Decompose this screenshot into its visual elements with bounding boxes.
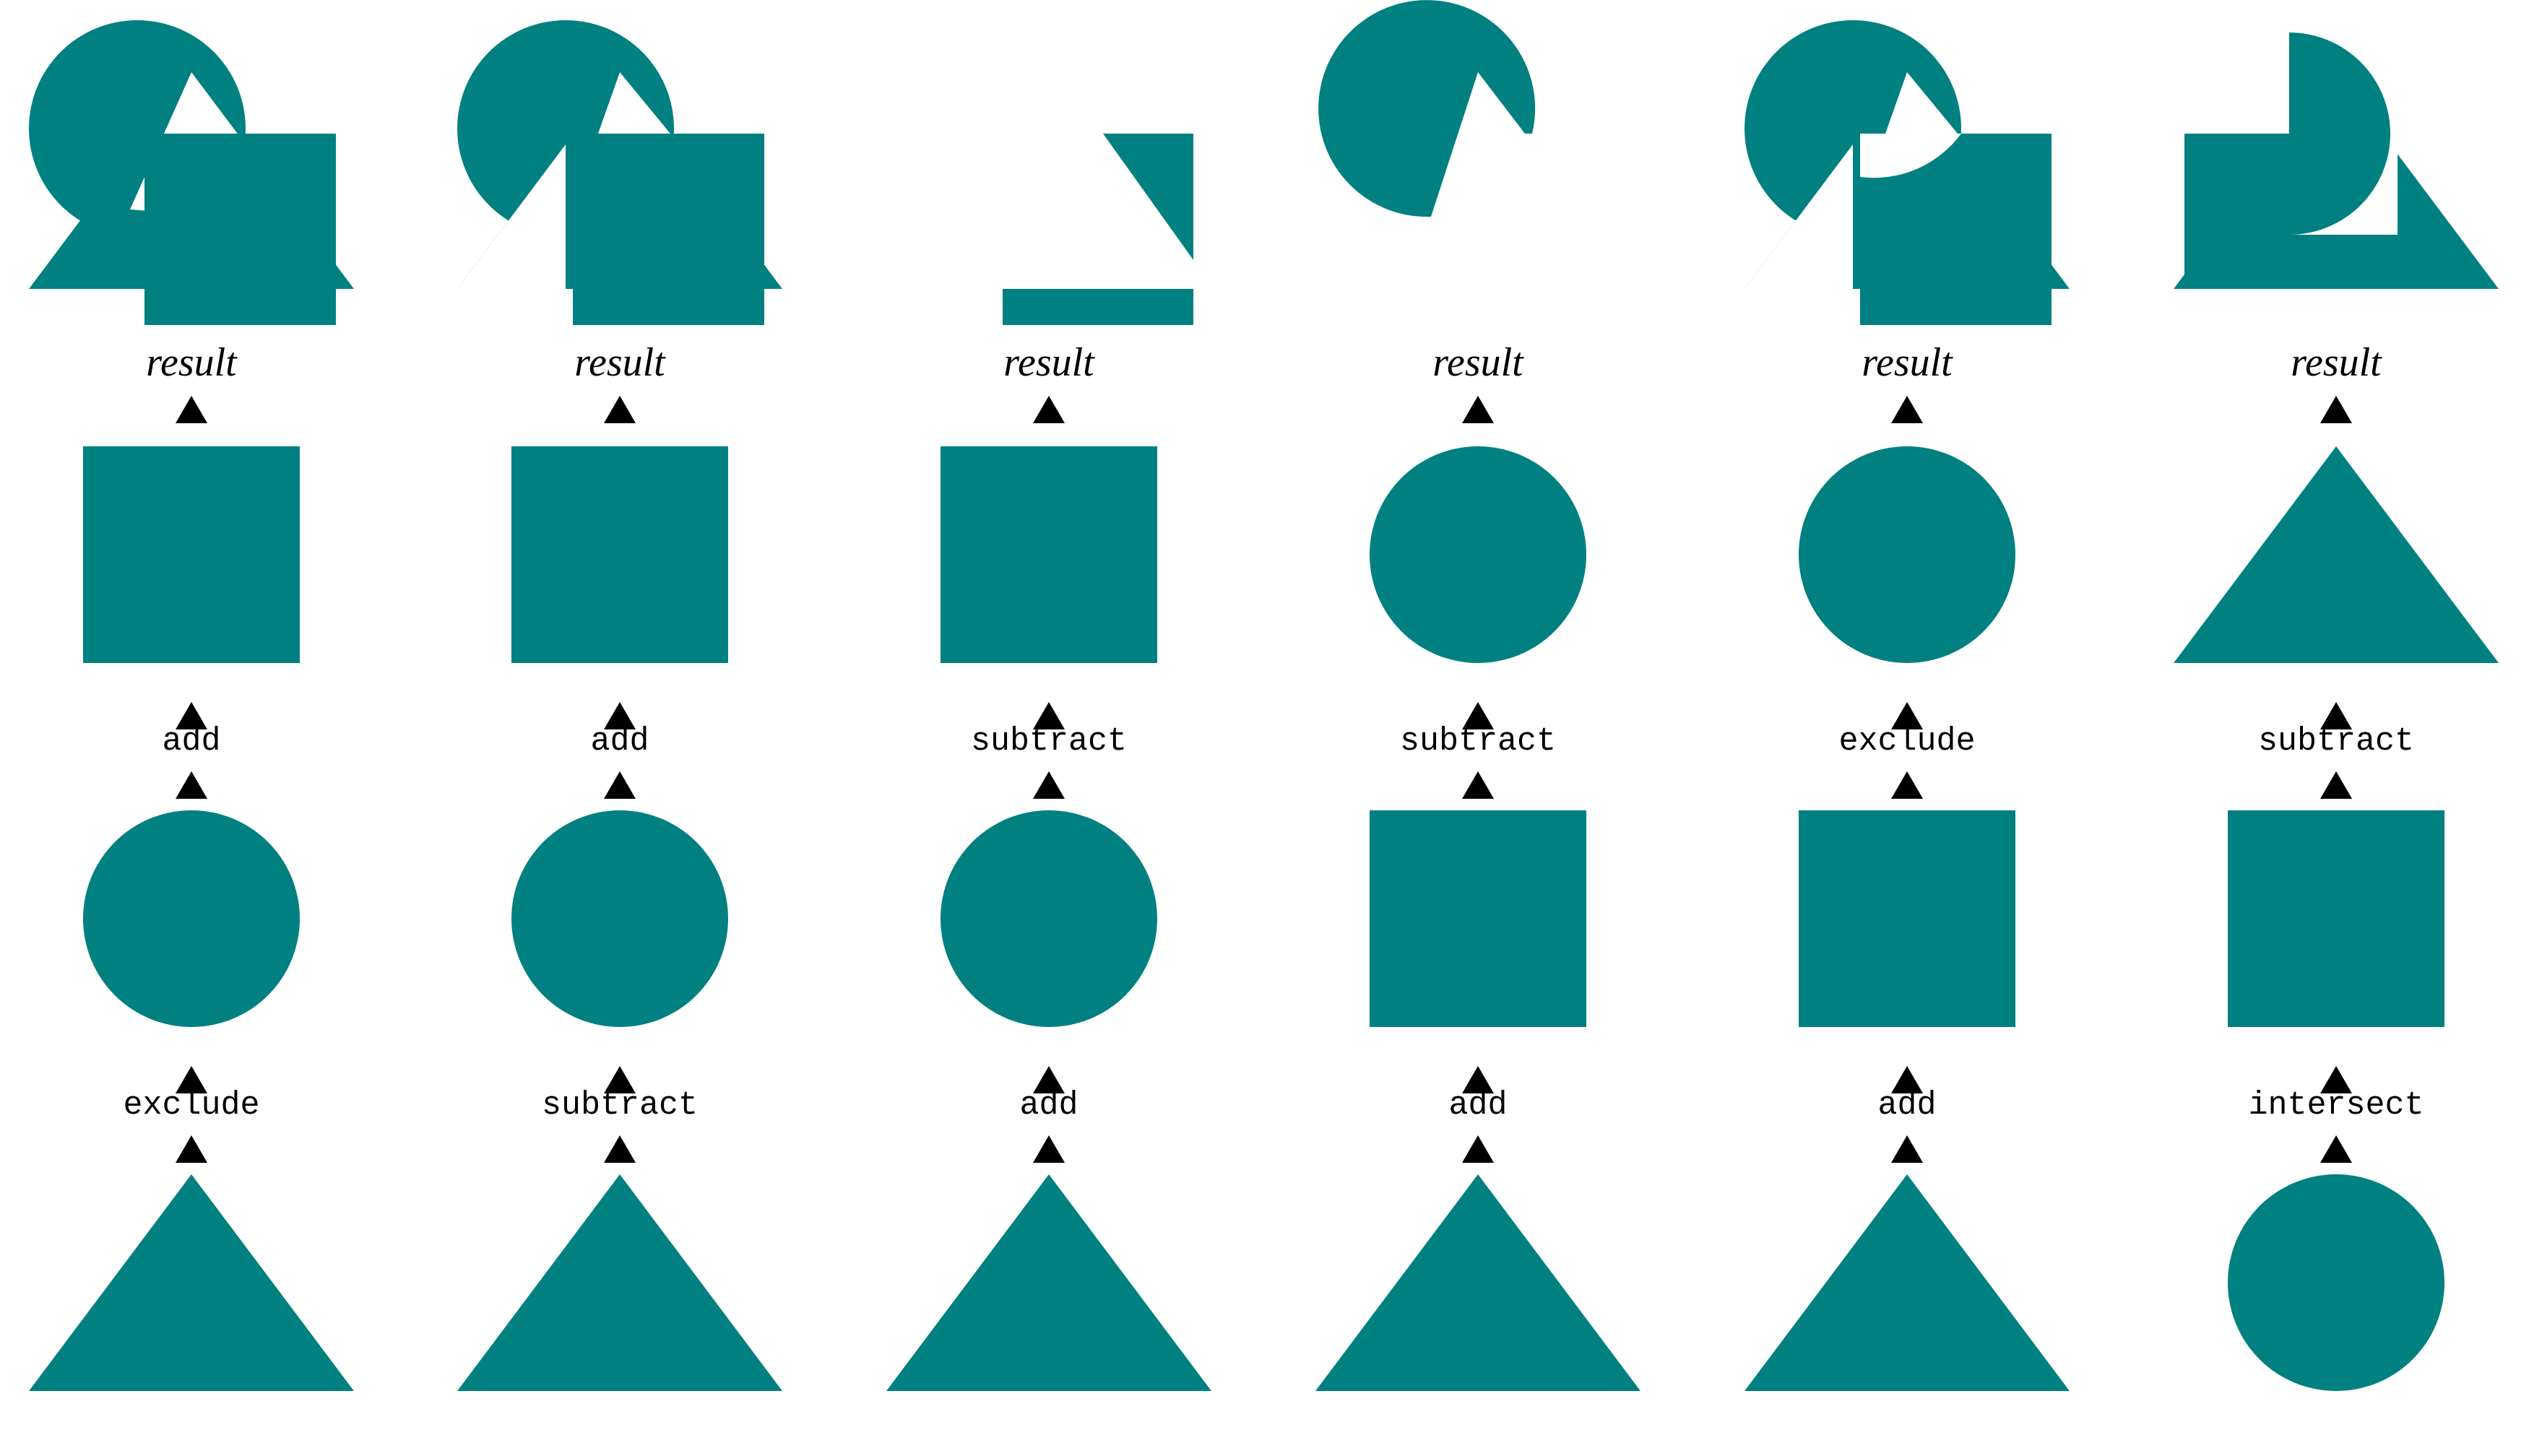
arrow-up-icon [1891, 771, 1923, 799]
bottom-triangle-shape [1745, 1174, 2070, 1391]
arrow-up-icon [176, 771, 207, 799]
operation-column [886, 446, 1211, 1391]
bottom-circle-shape [2228, 1174, 2444, 1391]
result-shape [457, 20, 782, 325]
result-shape [1745, 20, 2070, 325]
top-triangle-shape [2174, 446, 2499, 663]
arrow-up-icon [1462, 702, 1494, 729]
bottom-triangle-shape [457, 1174, 782, 1391]
operation-column [29, 446, 354, 1391]
result-label: result [1432, 340, 1524, 385]
top-square-shape [511, 446, 728, 663]
arrow-up-icon [1033, 702, 1065, 729]
middle-circle-shape [511, 810, 728, 1027]
bottom-triangle-shape [29, 1174, 354, 1391]
arrow-up-icon [2320, 1066, 2352, 1093]
arrow-up-icon [176, 396, 207, 423]
arrow-up-icon [1462, 1066, 1494, 1093]
middle-square-shape [1370, 810, 1586, 1027]
bottom-triangle-shape [1315, 1174, 1640, 1391]
operation-column [1315, 446, 1640, 1391]
arrow-up-icon [1033, 1066, 1065, 1093]
middle-circle-shape [83, 810, 300, 1027]
top-circle-shape [1799, 446, 2015, 663]
result-label: result [2291, 340, 2382, 385]
arrow-up-icon [604, 702, 636, 729]
result-label: result [1003, 340, 1095, 385]
operation-column [1745, 446, 2070, 1391]
arrow-up-icon [1462, 396, 1494, 423]
middle-square-shape [1799, 810, 2015, 1027]
arrow-up-icon [1891, 702, 1923, 729]
arrow-up-icon [604, 1135, 636, 1163]
arrow-up-icon [176, 702, 207, 729]
top-square-shape [83, 446, 300, 663]
result-shape [29, 20, 354, 325]
arrow-up-icon [1033, 396, 1065, 423]
arrow-up-icon [1891, 1066, 1923, 1093]
result-label: result [146, 340, 238, 385]
middle-square-shape [2228, 810, 2444, 1027]
arrow-up-icon [2320, 1135, 2352, 1163]
operation-column [457, 446, 782, 1391]
result-label: result [574, 340, 666, 385]
arrow-up-icon [1033, 1135, 1065, 1163]
bottom-triangle-shape [886, 1174, 1211, 1391]
arrow-up-icon [1033, 771, 1065, 799]
top-circle-shape [1370, 446, 1586, 663]
result-shape [2174, 32, 2499, 289]
top-square-shape [941, 446, 1157, 663]
arrow-up-icon [1462, 1135, 1494, 1163]
arrow-up-icon [176, 1135, 207, 1163]
arrow-up-icon [176, 1066, 207, 1093]
arrow-up-icon [2320, 771, 2352, 799]
arrow-up-icon [2320, 702, 2352, 729]
result-shape [1003, 134, 1193, 325]
arrow-up-icon [2320, 396, 2352, 423]
arrow-up-icon [604, 771, 636, 799]
arrow-up-icon [1891, 396, 1923, 423]
result-shape [1318, 0, 1536, 217]
operation-column [2174, 446, 2499, 1391]
arrow-up-icon [604, 1066, 636, 1093]
arrow-up-icon [1891, 1135, 1923, 1163]
result-label: result [1862, 340, 1953, 385]
middle-circle-shape [941, 810, 1157, 1027]
arrow-up-icon [1462, 771, 1494, 799]
arrow-up-icon [604, 396, 636, 423]
